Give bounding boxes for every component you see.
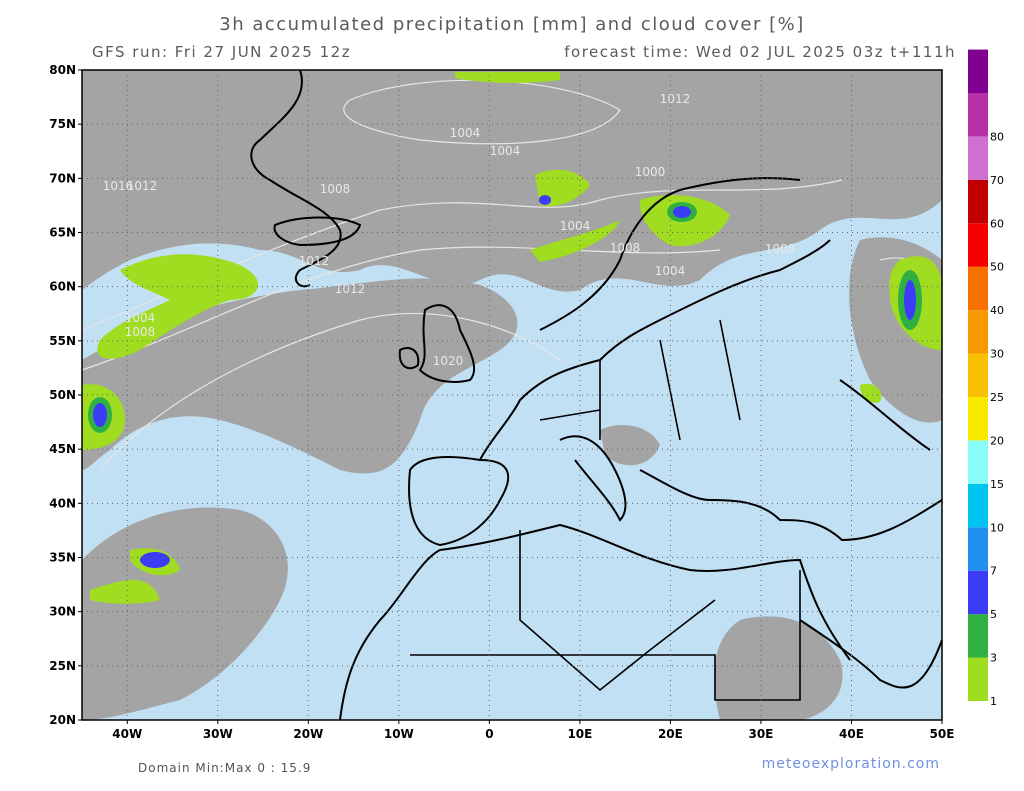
colorbar-segment [968,527,988,571]
borders [410,319,801,701]
colorbar-label: 3 [990,652,997,665]
lon-label: 10E [567,727,592,741]
isobar-label: 1008 [765,242,796,256]
colorbar-label: 20 [990,434,1004,447]
title: 3h accumulated precipitation [mm] and cl… [219,14,804,35]
colorbar-label: 30 [990,348,1004,361]
colorbar-label: 5 [990,608,997,621]
colorbar-label: 25 [990,391,1004,404]
lon-label: 50E [930,727,955,741]
site-credit: meteoexploration.com [762,756,940,772]
lat-label: 70N [49,171,76,185]
isobar-label: 1004 [450,126,481,140]
lat-label: 25N [49,659,76,673]
colorbar-label: 10 [990,521,1004,534]
coastlines [250,69,943,721]
lat-label: 45N [49,442,76,456]
colorbar-segment [968,397,988,441]
colorbar-label: 80 [990,130,1004,143]
isobar-label: 1016 [103,179,134,193]
isobar-label: 1004 [125,311,156,325]
colorbar-segment [968,657,988,701]
isobar-label: 1008 [320,182,351,196]
colorbar-label: 7 [990,565,997,578]
isobar-label: 1012 [335,282,366,296]
colorbar-label: 60 [990,217,1004,230]
colorbar-segment [968,179,988,224]
heavy-precipitation [88,195,922,568]
isobar-label: 1004 [560,219,591,233]
lat-label: 65N [49,226,76,240]
isobar-labels: 1004100410081012101210041008100010041008… [103,92,796,368]
lat-label: 30N [49,605,76,619]
lat-label: 55N [49,334,76,348]
isobar-label: 1004 [655,264,686,278]
colorbar-label: 15 [990,478,1004,491]
map: 1004100410081012101210041008100010041008… [81,69,943,721]
axes: 80N 75N 70N 65N 60N 55N 50N 45N 40N 35N 30N 25N 20N 4… [49,63,954,741]
lat-label: 60N [49,280,76,294]
isobar-label: 1000 [635,165,666,179]
isobar-label: 1008 [125,325,156,339]
lon-label: 20E [658,727,683,741]
colorbar-label: 50 [990,261,1004,274]
colorbar-label: 40 [990,304,1004,317]
colorbar-segment [968,266,988,311]
isobar-label: 1012 [127,179,158,193]
lon-label: 40E [839,727,864,741]
lon-label: 10W [384,727,414,741]
lon-label: 40W [112,727,142,741]
colorbar-segment [968,353,988,397]
colorbar: 1 3 5 7 10 15 20 25 30 40 50 60 70 80 [968,49,1004,708]
colorbar-label: 70 [990,174,1004,187]
lat-label: 80N [49,63,76,77]
lat-label: 35N [49,551,76,565]
colorbar-label: 1 [990,695,997,708]
run-info: GFS run: Fri 27 JUN 2025 12z [92,43,351,61]
colorbar-segment [968,223,988,267]
lon-label: 30E [748,727,773,741]
colorbar-segment [968,136,988,180]
isobar-label: 1012 [299,254,330,268]
lat-label: 75N [49,117,76,131]
isobar-label: 1012 [660,92,691,106]
lat-label: 20N [49,713,76,727]
isobar-label: 1008 [610,241,641,255]
lat-label: 50N [49,388,76,402]
isobar-label: 1020 [433,354,464,368]
lon-label: 0 [485,727,493,741]
domain-minmax: Domain Min:Max 0 : 15.9 [138,761,311,775]
lon-label: 20W [293,727,323,741]
isobar-label: 1004 [490,144,521,158]
forecast-info: forecast time: Wed 02 JUL 2025 03z t+111… [564,43,956,61]
colorbar-segment [968,49,988,93]
lat-label: 40N [49,496,76,510]
colorbar-segment [968,93,988,137]
lon-label: 30W [203,727,233,741]
colorbar-segment [968,310,988,354]
colorbar-segment [968,614,988,658]
colorbar-segment [968,570,988,615]
graticule [82,70,942,720]
colorbar-segment [968,483,988,528]
colorbar-segment [968,440,988,484]
